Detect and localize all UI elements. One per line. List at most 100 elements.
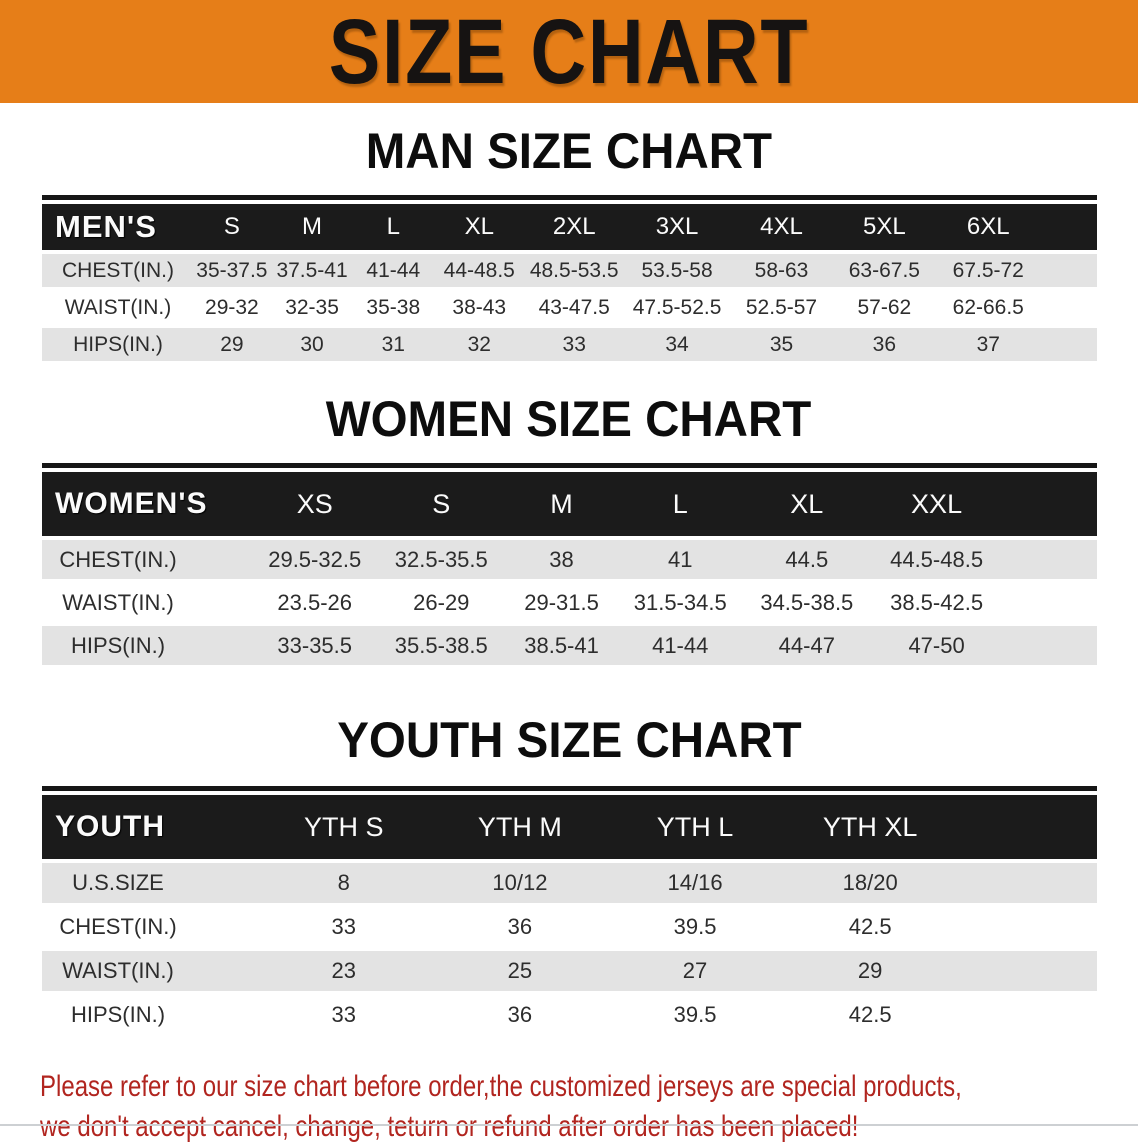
table-cell: 41-44	[352, 254, 435, 287]
table-cell: 8	[255, 863, 433, 903]
table-cell: 35-37.5	[191, 254, 272, 287]
table-cell: 33	[331, 1002, 356, 1027]
womens-chest-row: CHEST(IN.) 29.5-32.5 32.5-35.5 38 41 44.…	[42, 540, 1097, 579]
filler-cell	[999, 540, 1097, 579]
photo-bottom-edge-line	[0, 1124, 1138, 1126]
table-cell: 10/12	[432, 863, 608, 903]
mens-hips-row: HIPS(IN.) 29 30 31 32 33 34 35 36 37	[42, 328, 1097, 361]
table-cell: 47.5-52.5	[632, 295, 722, 319]
man-section-heading: MAN SIZE CHART	[0, 125, 1138, 177]
womens-col-xl: XL	[740, 472, 874, 536]
table-cell: 33-35.5	[249, 626, 380, 665]
disclaimer-line-1: Please refer to our size chart before or…	[40, 1070, 962, 1103]
mens-col-s: S	[191, 204, 272, 250]
youth-waist-label-cell: WAIST(IN.)	[42, 951, 256, 991]
table-cell: 30	[271, 328, 353, 361]
youth-ussize-row: U.S.SIZE 8 10/12 14/16 18/20	[42, 863, 1097, 903]
womens-hips-label-cell: HIPS(IN.)	[42, 626, 250, 665]
womens-col-m: M	[503, 472, 621, 536]
row-label: CHEST(IN.)	[59, 914, 177, 939]
youth-ussize-label-cell: U.S.SIZE	[42, 863, 256, 903]
table-cell: 39.5	[673, 1002, 717, 1027]
mens-size-table: MEN'S S M L XL 2XL 3XL 4XL 5XL 6XL CHEST…	[42, 195, 1097, 365]
table-cell: 23	[255, 951, 433, 991]
table-cell: 43-47.5	[538, 295, 610, 319]
table-cell: 27	[607, 951, 783, 991]
women-heading-text: WOMEN SIZE CHART	[326, 391, 812, 447]
mens-waist-row: WAIST(IN.) 29-32 32-35 35-38 38-43 43-47…	[42, 291, 1097, 324]
table-cell: 67.5-72	[935, 254, 1042, 287]
womens-waist-label-cell: WAIST(IN.)	[42, 583, 250, 622]
table-cell: 42.5	[848, 1002, 892, 1027]
womens-table-title: WOMEN'S	[42, 472, 250, 536]
table-cell: 48.5-53.5	[524, 254, 625, 287]
table-cell: 41-44	[620, 626, 741, 665]
mens-col-3xl: 3XL	[624, 204, 730, 250]
table-cell: 38.5-42.5	[890, 589, 984, 615]
mens-waist-label-cell: WAIST(IN.)	[42, 291, 192, 324]
filler-cell	[1041, 328, 1097, 361]
disclaimer-line-2: we don't accept cancel, change, teturn o…	[40, 1110, 859, 1143]
youth-section-heading: YOUTH SIZE CHART	[0, 714, 1138, 766]
table-cell: 32.5-35.5	[379, 540, 503, 579]
table-cell: 32	[434, 328, 525, 361]
mens-col-m: M	[271, 204, 353, 250]
mens-table-title: MEN'S	[42, 204, 192, 250]
banner-title: SIZE CHART	[328, 0, 810, 103]
table-cell: 37.5-41	[271, 254, 353, 287]
row-label: WAIST(IN.)	[62, 958, 174, 983]
filler-cell	[958, 907, 1097, 947]
table-cell: 57-62	[857, 295, 912, 319]
youth-col-filler	[957, 795, 1097, 859]
row-label: HIPS(IN.)	[73, 332, 163, 356]
table-cell: 38	[503, 540, 621, 579]
table-cell: 58-63	[729, 254, 834, 287]
womens-hips-row: HIPS(IN.) 33-35.5 35.5-38.5 38.5-41 41-4…	[42, 626, 1097, 665]
table-cell: 47-50	[873, 626, 1000, 665]
table-cell: 35	[729, 328, 834, 361]
table-cell: 35.5-38.5	[379, 626, 503, 665]
table-cell: 44.5	[740, 540, 874, 579]
table-cell: 14/16	[607, 863, 783, 903]
mens-col-filler	[1041, 204, 1097, 250]
table-cell: 26-29	[413, 589, 470, 615]
mens-col-6xl: 6XL	[935, 204, 1042, 250]
youth-chest-label-cell: CHEST(IN.)	[42, 907, 255, 947]
youth-col-l: YTH L	[607, 795, 783, 859]
mens-chest-label-cell: CHEST(IN.)	[42, 254, 192, 287]
table-cell: 37	[935, 328, 1042, 361]
mens-col-xl: XL	[434, 204, 525, 250]
table-cell: 31.5-34.5	[633, 589, 727, 615]
size-chart-banner: SIZE CHART	[0, 0, 1138, 103]
row-label: CHEST(IN.)	[62, 258, 174, 282]
table-cell: 39.5	[673, 914, 717, 939]
filler-cell	[957, 951, 1097, 991]
table-cell: 29	[191, 328, 272, 361]
youth-col-m: YTH M	[432, 795, 608, 859]
mens-header-row: MEN'S S M L XL 2XL 3XL 4XL 5XL 6XL	[42, 204, 1097, 250]
youth-hips-row: HIPS(IN.) 33 36 39.5 42.5	[42, 995, 1097, 1035]
table-cell: 23.5-26	[277, 589, 353, 615]
table-cell: 29-32	[205, 295, 259, 319]
table-cell: 32-35	[285, 295, 339, 319]
mens-chest-row: CHEST(IN.) 35-37.5 37.5-41 41-44 44-48.5…	[42, 254, 1097, 287]
youth-header-row: YOUTH YTH S YTH M YTH L YTH XL	[42, 795, 1097, 859]
womens-col-xs: XS	[249, 472, 380, 536]
mens-col-2xl: 2XL	[524, 204, 625, 250]
table-cell: 38-43	[452, 295, 507, 319]
womens-chest-label-cell: CHEST(IN.)	[42, 540, 250, 579]
mens-hips-label-cell: HIPS(IN.)	[42, 328, 192, 361]
filler-cell	[1000, 583, 1097, 622]
youth-table-title: YOUTH	[42, 795, 256, 859]
row-label: CHEST(IN.)	[59, 546, 177, 572]
youth-waist-row: WAIST(IN.) 23 25 27 29	[42, 951, 1097, 991]
row-label: HIPS(IN.)	[70, 632, 166, 658]
table-cell: 31	[352, 328, 435, 361]
women-section-heading: WOMEN SIZE CHART	[0, 393, 1138, 445]
womens-col-filler	[999, 472, 1097, 536]
womens-col-l: L	[620, 472, 741, 536]
filler-cell	[957, 863, 1097, 903]
table-cell: 29-31.5	[524, 589, 599, 615]
table-cell: 38.5-41	[503, 626, 621, 665]
table-cell: 33	[331, 914, 356, 939]
